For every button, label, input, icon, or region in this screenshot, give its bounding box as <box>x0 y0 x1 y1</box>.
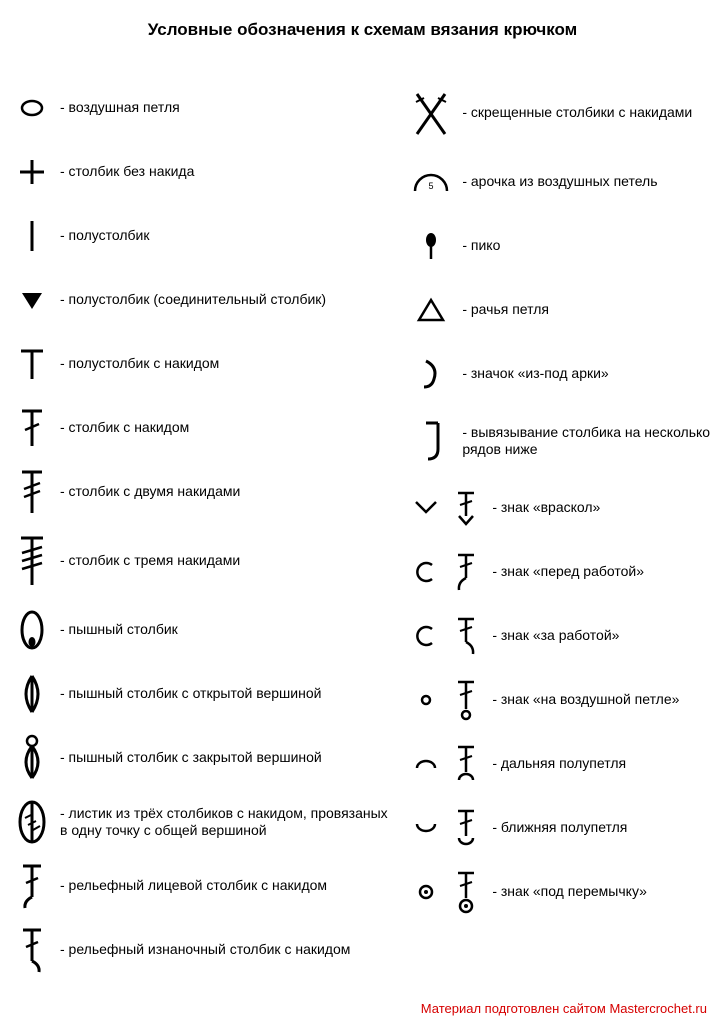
legend-label: - пышный столбик с закрытой вершиной <box>54 749 322 767</box>
sym-fpdc-icon <box>10 864 54 908</box>
legend-label: - рачья петля <box>456 301 549 319</box>
legend-row: - пико <box>406 218 715 274</box>
legend-label: - рельефный изнаночный столбик с накидом <box>54 941 350 959</box>
legend-row: - воздушная петля <box>10 80 398 136</box>
sym-slip-icon <box>10 214 54 258</box>
legend-row: - рельефный лицевой столбик с накидом <box>10 858 398 914</box>
sym-under-arc-icon <box>406 352 456 396</box>
legend-row: - полустолбик с накидом <box>10 336 398 392</box>
legend-label: - листик из трёх столбиков с накидом, пр… <box>54 805 398 840</box>
sym-below-rows-icon <box>406 419 456 463</box>
legend-row: - знак «на воздушной петле» <box>406 672 715 728</box>
sym-crab-icon <box>406 288 456 332</box>
sym-frontloop-b-icon <box>446 806 486 850</box>
footer-credit: Материал подготовлен сайтом Mastercroche… <box>421 1001 707 1016</box>
sym-crossed-icon <box>406 91 456 135</box>
legend-label: - вывязывание столбика на несколько рядо… <box>456 424 715 459</box>
legend-label: - полустолбик (соединительный столбик) <box>54 291 326 309</box>
legend-label: - столбик без накида <box>54 163 194 181</box>
sym-backloop-b-icon <box>446 742 486 786</box>
sym-puff-icon <box>10 608 54 652</box>
sym-chain-icon <box>10 86 54 130</box>
legend-row: - пышный столбик с открытой вершиной <box>10 666 398 722</box>
legend-row: - дальняя полупетля <box>406 736 715 792</box>
sym-puff-open-icon <box>10 672 54 716</box>
legend-label: - воздушная петля <box>54 99 180 117</box>
legend-label: - столбик с двумя накидами <box>54 483 240 501</box>
legend-row: - листик из трёх столбиков с накидом, пр… <box>10 794 398 850</box>
legend-label: - знак «за работой» <box>486 627 619 645</box>
sym-back-a-icon <box>406 614 446 658</box>
legend-label: - пико <box>456 237 500 255</box>
sym-back-b-icon <box>446 614 486 658</box>
columns: - воздушная петля - столбик без накида -… <box>10 80 715 986</box>
legend-label: - знак «враскол» <box>486 499 600 517</box>
sym-front-b-icon <box>446 550 486 594</box>
legend-label: - значок «из-под арки» <box>456 365 608 383</box>
sym-sc-icon <box>10 150 54 194</box>
page-title: Условные обозначения к схемам вязания кр… <box>10 20 715 40</box>
legend-row: - полустолбик (соединительный столбик) <box>10 272 398 328</box>
legend-label: - столбик с накидом <box>54 419 189 437</box>
legend-label: - скрещенные столбики с накидами <box>456 104 692 122</box>
left-column: - воздушная петля - столбик без накида -… <box>10 80 398 986</box>
legend-label: - арочка из воздушных петель <box>456 173 657 191</box>
legend-row: - столбик с двумя накидами <box>10 464 398 520</box>
sym-tr-icon <box>10 470 54 514</box>
legend-row: - рачья петля <box>406 282 715 338</box>
legend-row: - пышный столбик <box>10 602 398 658</box>
sym-dtr-icon <box>10 539 54 583</box>
sym-frontloop-a-icon <box>406 806 446 850</box>
sym-onchain-b-icon <box>446 678 486 722</box>
legend-row: - вывязывание столбика на несколько рядо… <box>406 410 715 472</box>
legend-label: - знак «на воздушной петле» <box>486 691 679 709</box>
sym-puff-closed-icon <box>10 736 54 780</box>
legend-row: - столбик без накида <box>10 144 398 200</box>
legend-label: - знак «под перемычку» <box>486 883 647 901</box>
legend-row: - столбик с накидом <box>10 400 398 456</box>
legend-row: - рельефный изнаночный столбик с накидом <box>10 922 398 978</box>
svg-text:5: 5 <box>429 181 434 191</box>
sym-split-a-icon <box>406 486 446 530</box>
legend-row: - скрещенные столбики с накидами <box>406 80 715 146</box>
sym-onchain-a-icon <box>406 678 446 722</box>
legend-row: - знак «враскол» <box>406 480 715 536</box>
legend-row: - пышный столбик с закрытой вершиной <box>10 730 398 786</box>
legend-row: - знак «перед работой» <box>406 544 715 600</box>
sym-dc-icon <box>10 406 54 450</box>
legend-label: - дальняя полупетля <box>486 755 626 773</box>
legend-row: - ближняя полупетля <box>406 800 715 856</box>
sym-arc-icon: 5 <box>406 160 456 204</box>
sym-backloop-a-icon <box>406 742 446 786</box>
legend-label: - пышный столбик с открытой вершиной <box>54 685 321 703</box>
sym-underbar-b-icon <box>446 870 486 914</box>
legend-row: - знак «за работой» <box>406 608 715 664</box>
legend-row: - полустолбик <box>10 208 398 264</box>
sym-leaf-icon <box>10 800 54 844</box>
legend-label: - знак «перед работой» <box>486 563 644 581</box>
sym-ss-icon <box>10 278 54 322</box>
legend-label: - пышный столбик <box>54 621 178 639</box>
sym-split-b-icon <box>446 486 486 530</box>
legend-row: - значок «из-под арки» <box>406 346 715 402</box>
legend-row: - столбик с тремя накидами <box>10 528 398 594</box>
page: Условные обозначения к схемам вязания кр… <box>0 0 725 1024</box>
right-column: - скрещенные столбики с накидами 5 - аро… <box>406 80 715 986</box>
legend-label: - полустолбик <box>54 227 150 245</box>
sym-front-a-icon <box>406 550 446 594</box>
sym-hdc-icon <box>10 342 54 386</box>
legend-label: - столбик с тремя накидами <box>54 552 240 570</box>
legend-label: - полустолбик с накидом <box>54 355 219 373</box>
sym-underbar-a-icon <box>406 870 446 914</box>
legend-row: - знак «под перемычку» <box>406 864 715 920</box>
legend-label: - рельефный лицевой столбик с накидом <box>54 877 327 895</box>
legend-row: 5 - арочка из воздушных петель <box>406 154 715 210</box>
legend-label: - ближняя полупетля <box>486 819 627 837</box>
sym-picot-icon <box>406 224 456 268</box>
sym-bpdc-icon <box>10 928 54 972</box>
